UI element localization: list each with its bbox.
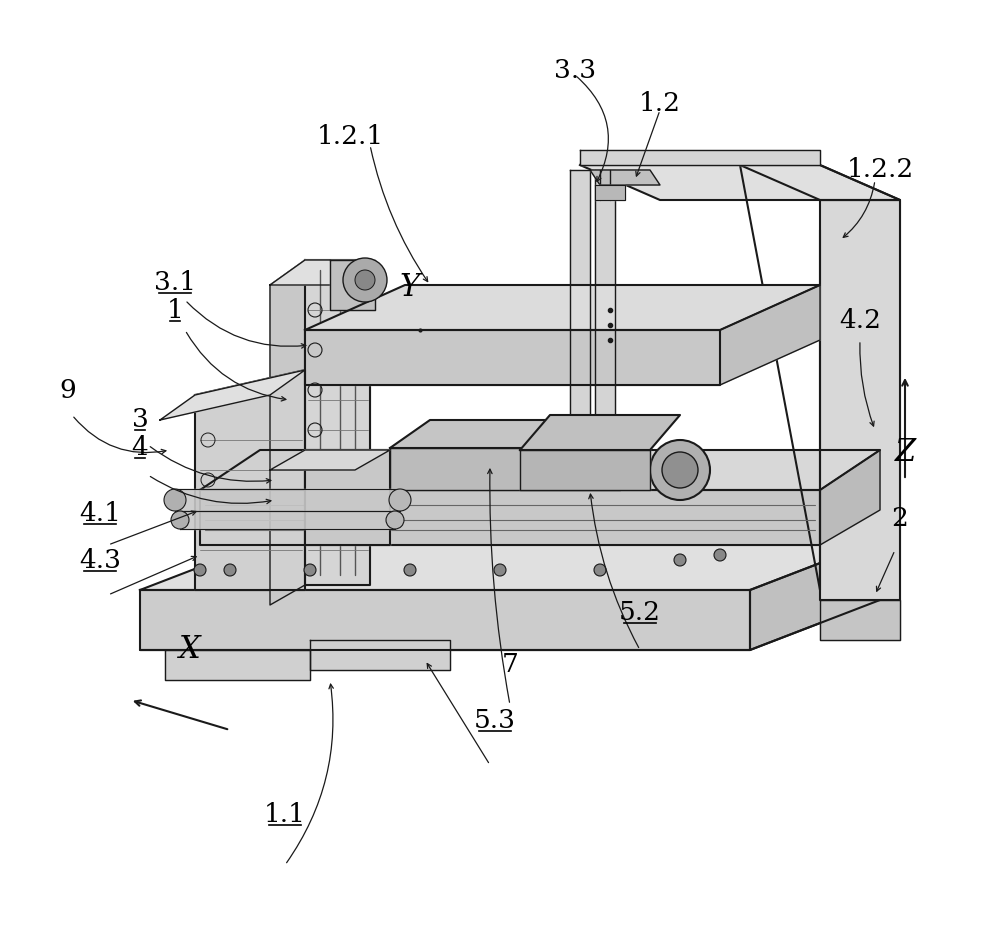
Circle shape <box>650 440 710 500</box>
Text: 1.2.1: 1.2.1 <box>316 124 384 149</box>
Circle shape <box>404 564 416 576</box>
Polygon shape <box>270 260 370 285</box>
Circle shape <box>164 489 186 511</box>
Polygon shape <box>595 170 615 430</box>
Polygon shape <box>330 260 375 310</box>
Polygon shape <box>305 450 390 545</box>
Polygon shape <box>740 165 900 200</box>
Polygon shape <box>520 415 680 450</box>
Polygon shape <box>820 200 900 600</box>
Polygon shape <box>720 285 820 385</box>
Polygon shape <box>310 640 450 670</box>
Text: Y: Y <box>400 272 420 302</box>
Text: 7: 7 <box>502 652 518 676</box>
Polygon shape <box>390 420 660 448</box>
Text: 4.3: 4.3 <box>79 548 121 573</box>
Polygon shape <box>595 185 625 200</box>
Text: 1.1: 1.1 <box>264 803 306 827</box>
Polygon shape <box>520 450 650 490</box>
Circle shape <box>343 258 387 302</box>
Text: 5.2: 5.2 <box>619 600 661 625</box>
Polygon shape <box>200 450 880 490</box>
Polygon shape <box>570 170 590 430</box>
Polygon shape <box>165 650 310 680</box>
Text: X: X <box>179 635 201 665</box>
Circle shape <box>355 270 375 290</box>
Polygon shape <box>180 511 395 529</box>
Polygon shape <box>270 260 305 605</box>
Circle shape <box>304 564 316 576</box>
Polygon shape <box>305 285 820 330</box>
Circle shape <box>389 489 411 511</box>
Polygon shape <box>305 260 370 585</box>
Polygon shape <box>305 330 720 385</box>
Circle shape <box>494 564 506 576</box>
Text: 4.2: 4.2 <box>839 308 881 333</box>
Text: 3.3: 3.3 <box>554 58 596 83</box>
Polygon shape <box>195 370 305 590</box>
Circle shape <box>171 511 189 529</box>
Polygon shape <box>140 540 880 590</box>
Polygon shape <box>820 450 880 545</box>
Polygon shape <box>750 540 880 650</box>
Text: 3.1: 3.1 <box>154 270 196 295</box>
Polygon shape <box>580 150 820 165</box>
Text: 1.2: 1.2 <box>639 91 681 116</box>
Text: 4: 4 <box>132 435 148 460</box>
Polygon shape <box>200 490 820 545</box>
Polygon shape <box>175 489 400 511</box>
Text: 3: 3 <box>132 407 148 431</box>
Circle shape <box>594 564 606 576</box>
Text: Z: Z <box>894 437 916 467</box>
Polygon shape <box>270 450 390 470</box>
Circle shape <box>714 549 726 561</box>
Text: 4.1: 4.1 <box>79 501 121 526</box>
Circle shape <box>674 554 686 566</box>
Text: 2: 2 <box>892 506 908 530</box>
Polygon shape <box>160 370 305 420</box>
Polygon shape <box>140 590 750 650</box>
Circle shape <box>662 452 698 488</box>
Polygon shape <box>390 448 620 490</box>
Polygon shape <box>580 165 900 200</box>
Text: 9: 9 <box>60 379 76 403</box>
Circle shape <box>224 564 236 576</box>
Polygon shape <box>590 170 660 185</box>
Text: 5.3: 5.3 <box>474 708 516 733</box>
Text: 1.2.2: 1.2.2 <box>846 157 914 182</box>
Polygon shape <box>820 600 900 640</box>
Circle shape <box>386 511 404 529</box>
Text: 1: 1 <box>167 299 183 323</box>
Circle shape <box>194 564 206 576</box>
